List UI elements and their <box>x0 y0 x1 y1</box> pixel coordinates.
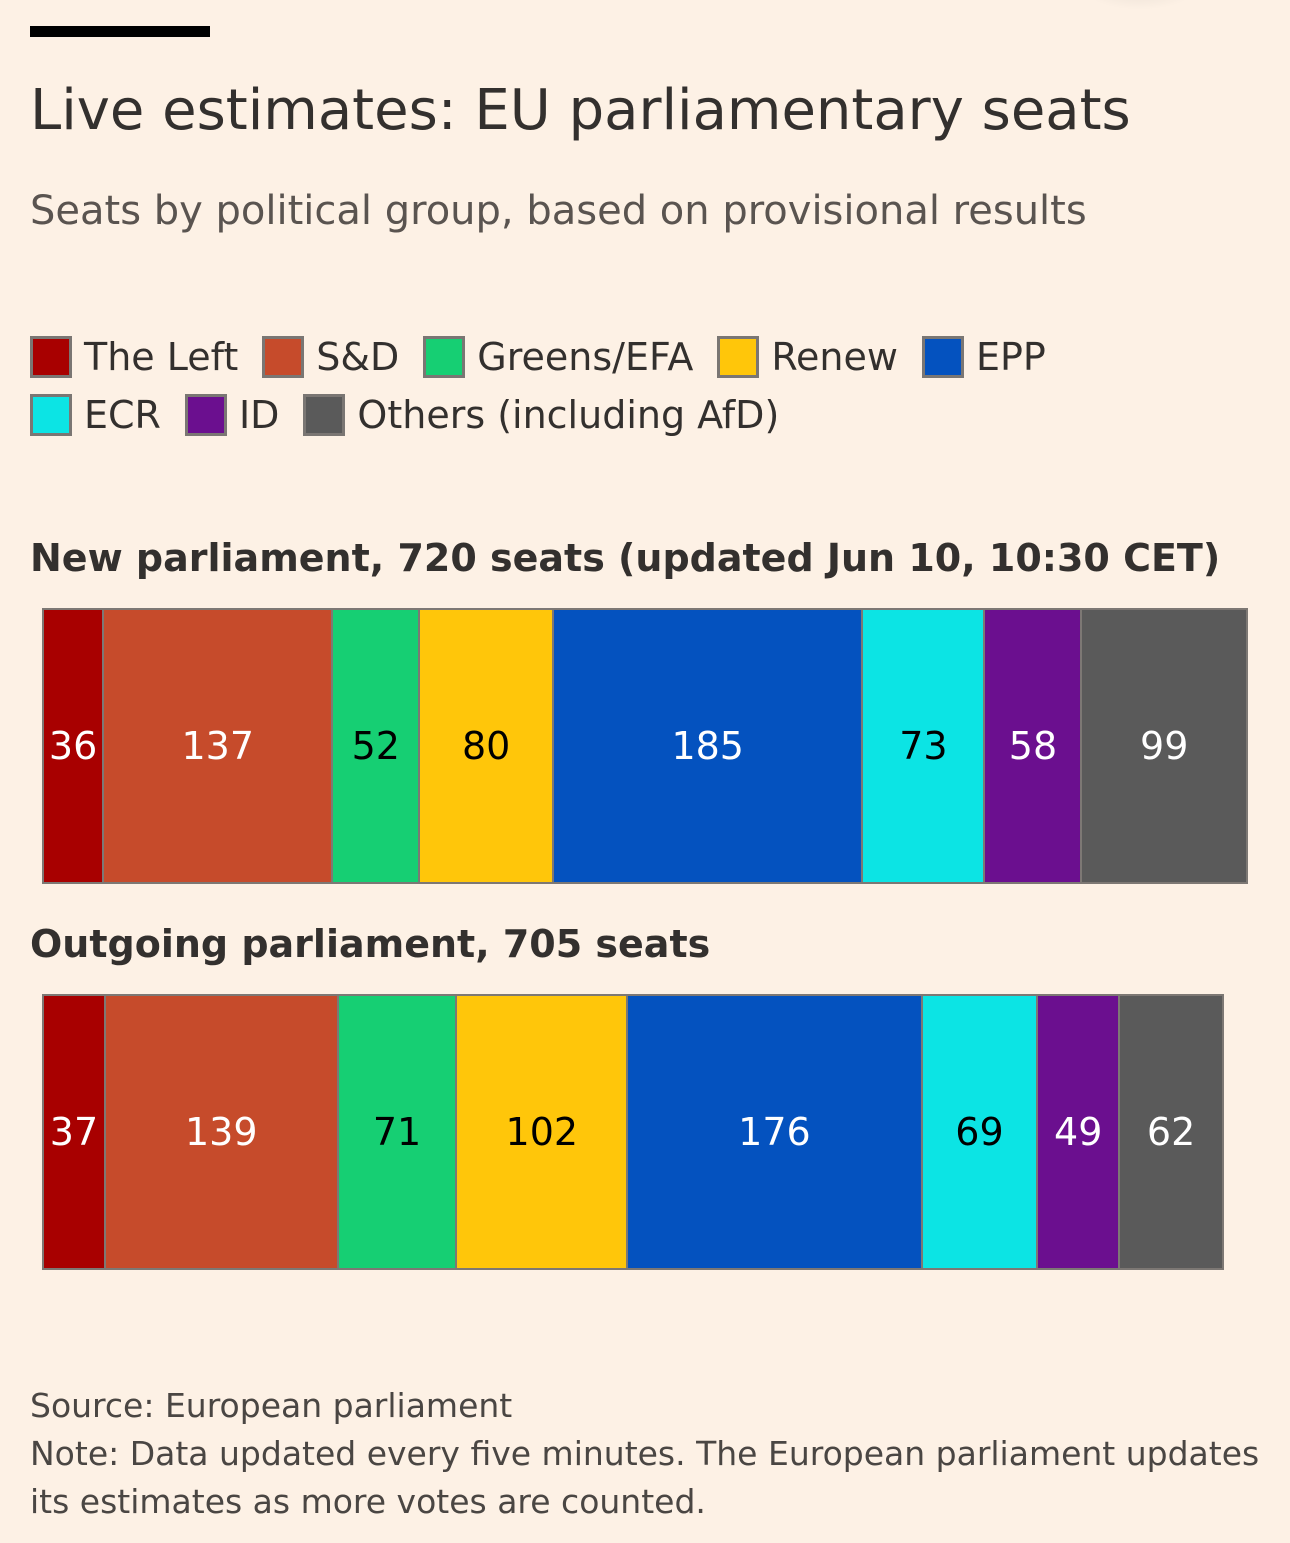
bar-segment: 80 <box>418 608 555 884</box>
data-label: 99 <box>1140 724 1189 768</box>
bar-segment: 49 <box>1036 994 1121 1270</box>
bar-segment: 99 <box>1080 608 1248 884</box>
source-note: Source: European parliament <box>30 1386 513 1425</box>
bar-segment: 176 <box>626 994 923 1270</box>
data-label: 58 <box>1008 724 1058 768</box>
legend-item: ECR <box>30 393 161 437</box>
legend-label: Renew <box>771 335 898 379</box>
legend-swatch <box>303 394 346 436</box>
legend-item: Renew <box>717 335 898 379</box>
legend-item: Greens/EFA <box>423 335 693 379</box>
bar-segment: 139 <box>103 994 339 1270</box>
data-label: 36 <box>48 724 98 768</box>
data-label: 73 <box>899 724 948 768</box>
data-label: 71 <box>372 1110 422 1154</box>
data-label: 139 <box>184 1110 258 1154</box>
legend-label: ECR <box>84 393 161 437</box>
legend-label: ID <box>238 393 280 437</box>
legend-swatch <box>262 336 305 378</box>
legend-item: The Left <box>30 335 238 379</box>
legend-item: Others (including AfD) <box>303 393 779 437</box>
data-label: 62 <box>1146 1110 1196 1154</box>
data-label: 102 <box>505 1110 579 1154</box>
data-label: 49 <box>1054 1110 1103 1154</box>
corner-shadow <box>1080 0 1200 10</box>
chart-subtitle: Seats by political group, based on provi… <box>30 188 1087 234</box>
bar-segment: 58 <box>983 608 1083 884</box>
legend-label: Greens/EFA <box>477 335 694 379</box>
bar-segment: 37 <box>42 994 106 1270</box>
bar-segment: 52 <box>331 608 421 884</box>
legend-item: S&D <box>262 335 399 379</box>
outgoing-parliament-bar: 37 139 71 102 176 69 49 62 <box>42 994 1224 1270</box>
legend-row: The Left S&D Greens/EFA Renew EPP <box>30 332 1270 382</box>
legend-row: ECR ID Others (including AfD) <box>30 390 1270 440</box>
data-label: 80 <box>461 724 511 768</box>
data-label: 185 <box>671 724 744 768</box>
legend-label: EPP <box>975 335 1046 379</box>
legend-label: The Left <box>84 335 239 379</box>
data-note: Note: Data updated every five minutes. T… <box>30 1434 1260 1521</box>
legend-swatch <box>921 336 964 378</box>
bar-segment: 62 <box>1118 994 1224 1270</box>
legend-swatch <box>30 336 72 378</box>
legend: The Left S&D Greens/EFA Renew EPP ECR ID Others… <box>30 332 1270 448</box>
legend-swatch <box>423 336 466 378</box>
bar-segment: 69 <box>920 994 1039 1270</box>
bar-segment: 73 <box>861 608 986 884</box>
data-label: 52 <box>351 724 400 768</box>
data-label: 37 <box>49 1110 99 1154</box>
legend-swatch <box>717 336 760 378</box>
legend-swatch <box>184 394 227 436</box>
new-parliament-bar: 36 137 52 80 185 73 58 99 <box>42 608 1248 884</box>
bar-segment: 102 <box>455 994 629 1270</box>
bar-segment: 185 <box>552 608 864 884</box>
brand-top-bar <box>30 26 210 37</box>
legend-swatch <box>30 394 72 436</box>
data-label: 137 <box>181 724 255 768</box>
chart-title: Live estimates: EU parliamentary seats <box>30 78 1131 143</box>
bar-segment: 36 <box>42 608 105 884</box>
bar-segment: 137 <box>102 608 334 884</box>
data-label: 69 <box>955 1110 1004 1154</box>
data-label: 176 <box>738 1110 811 1154</box>
footer: Source: European parliament Note: Data u… <box>30 1382 1270 1526</box>
outgoing-parliament-heading: Outgoing parliament, 705 seats <box>30 922 711 966</box>
new-parliament-heading: New parliament, 720 seats (updated Jun 1… <box>30 536 1221 580</box>
bar-segment: 71 <box>336 994 458 1270</box>
legend-label: Others (including AfD) <box>357 393 780 437</box>
legend-item: EPP <box>921 335 1046 379</box>
legend-item: ID <box>184 393 280 437</box>
legend-label: S&D <box>316 335 400 379</box>
